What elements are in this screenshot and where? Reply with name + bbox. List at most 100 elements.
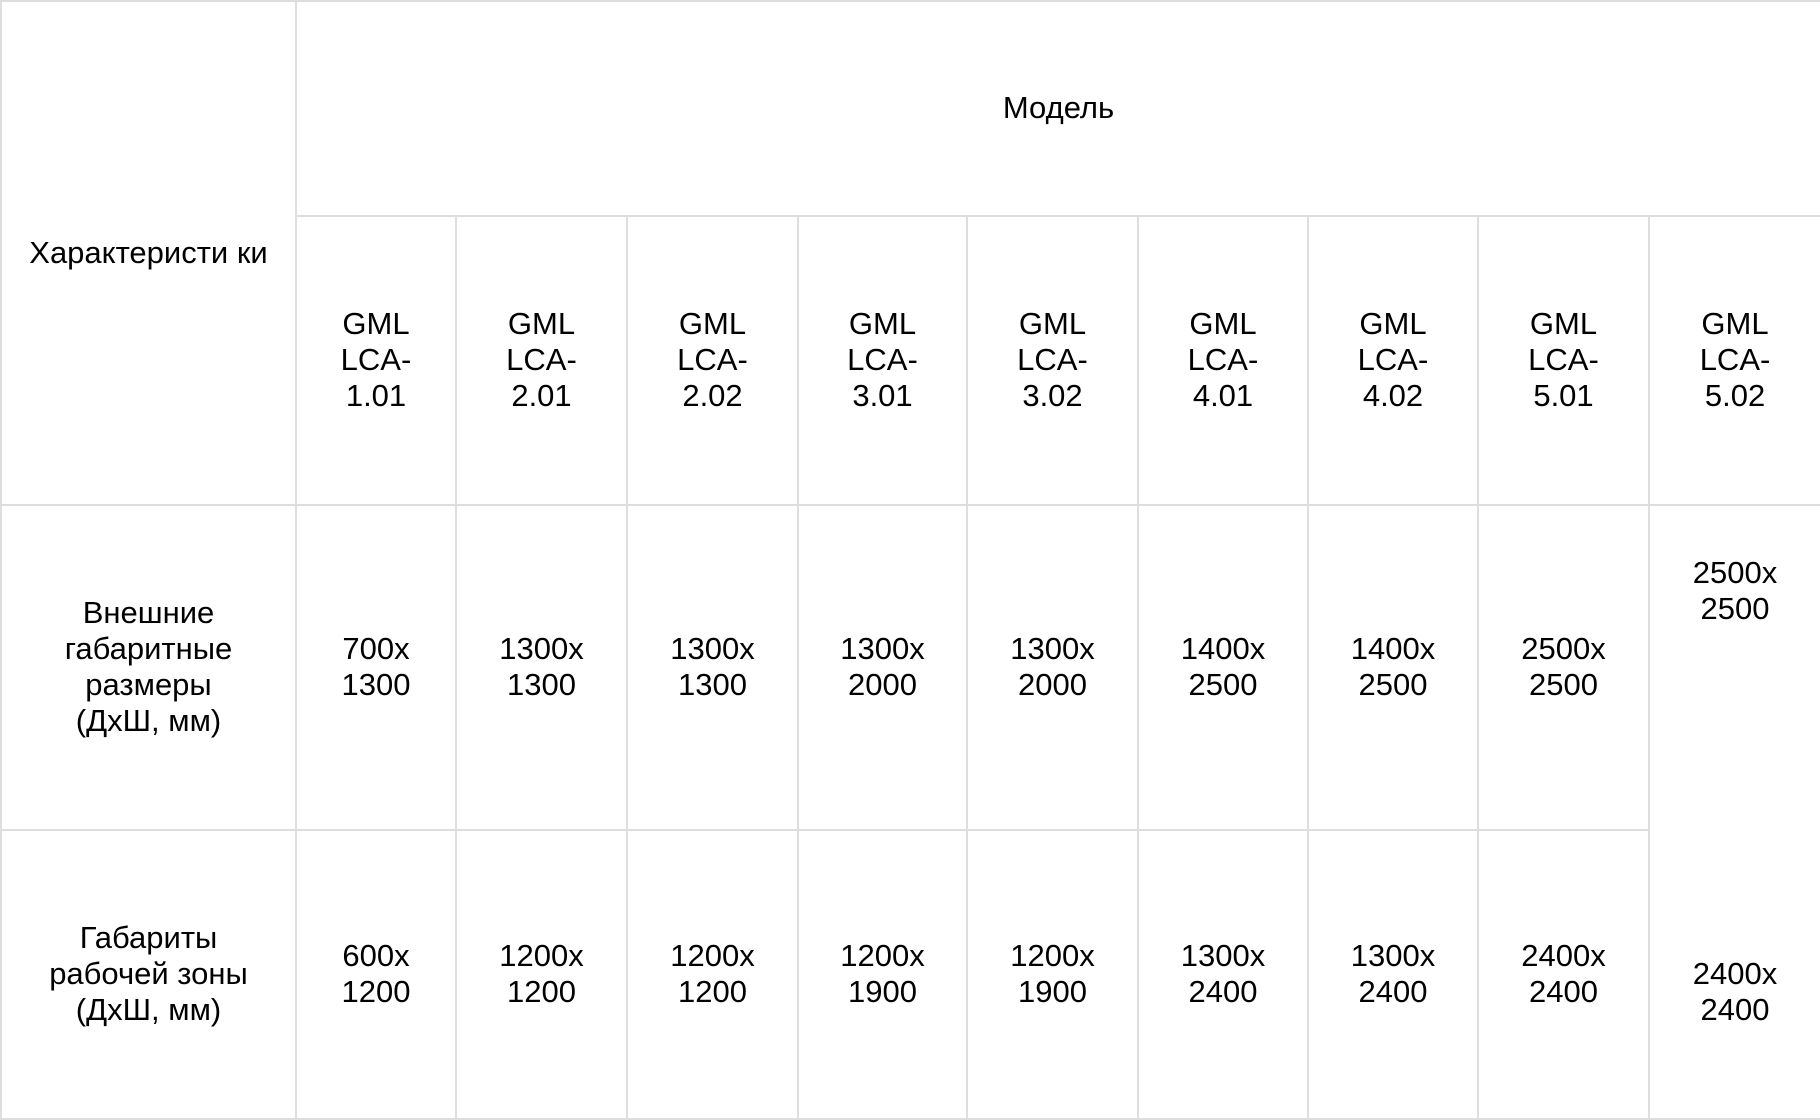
models-row: GML LCA- 1.01 GML LCA- 2.01 GML LCA- 2.02 GML LCA-… xyxy=(1,214,1820,506)
cell-text-line: 1200x xyxy=(670,938,755,974)
cell-text-line: 1300 xyxy=(678,667,747,703)
cell-text-line: GML xyxy=(1529,306,1598,342)
cell-text-line: LCA- xyxy=(1699,342,1771,378)
cell-text-line: 1300x xyxy=(1180,938,1266,974)
row-work-area-dimensions: Габариты рабочей зоны (ДхШ, мм) 600x 1200 120… xyxy=(0,828,1820,1120)
cell-text-line: 2500 xyxy=(1700,591,1770,627)
model-header-cell: GML LCA- 2.02 xyxy=(626,214,799,506)
cell-text-line: 2.01 xyxy=(511,378,572,414)
model-header-cell: GML LCA- 1.01 xyxy=(295,214,457,506)
characteristics-header: Характеристи ки xyxy=(0,0,297,506)
cell-text-line: GML xyxy=(1018,306,1087,342)
model-group-header-text: Модель xyxy=(1002,90,1115,126)
value-cell: 1400x 2500 xyxy=(1137,503,1309,831)
header-row-1: Характеристи ки Модель xyxy=(0,0,1820,506)
value-cell: 1300x 2400 xyxy=(1307,828,1479,1120)
cell-text-line: 1900 xyxy=(848,974,917,1010)
cell-text-line: 2400x xyxy=(1692,956,1778,992)
cell-text-line: 3.01 xyxy=(852,378,913,414)
value-cell: 1200x 1900 xyxy=(797,828,968,1120)
cell-text-line: GML xyxy=(342,306,410,342)
cell-text-line: GML xyxy=(1189,306,1257,342)
value-cell: 2500x 2500 xyxy=(1477,503,1650,831)
cell-text-line: (ДхШ, мм) xyxy=(75,992,222,1028)
model-header-cell: GML LCA- 3.02 xyxy=(966,214,1139,506)
model-header-cell: GML LCA- 5.02 xyxy=(1647,214,1820,506)
cell-text-line: LCA- xyxy=(677,342,748,378)
cell-text-line: 3.02 xyxy=(1022,378,1083,414)
cell-text-line: 600x xyxy=(342,938,410,974)
cell-text-line: размеры xyxy=(85,667,212,703)
cell-text-line: 1300x xyxy=(1010,631,1095,667)
value-cell: 1200x 1900 xyxy=(966,828,1139,1120)
cell-text-line: 1300x xyxy=(670,631,755,667)
cell-text-line: LCA- xyxy=(506,342,577,378)
cell-text-line: 1400x xyxy=(1180,631,1266,667)
cell-text-line: GML xyxy=(507,306,576,342)
value-cell: 1300x 2000 xyxy=(966,503,1139,831)
cell-text-line: GML xyxy=(678,306,747,342)
cell-text-line: 2400x xyxy=(1521,938,1606,974)
cell-text-line: GML xyxy=(1359,306,1427,342)
cell-text-line: (ДхШ, мм) xyxy=(75,703,222,739)
cell-text-line: LCA- xyxy=(847,342,918,378)
value-cell: 1300x 1300 xyxy=(626,503,799,831)
cell-text-line: LCA- xyxy=(1528,342,1599,378)
value-cell: 2500x 2500 2400x 2400 xyxy=(1647,503,1820,1120)
cell-text-line: 2000 xyxy=(1018,667,1087,703)
cell-text-line: 5.02 xyxy=(1704,378,1766,414)
cell-text-line: 1200 xyxy=(341,974,411,1010)
model-header-cell: GML LCA- 4.02 xyxy=(1307,214,1479,506)
row-label: Габариты рабочей зоны (ДхШ, мм) xyxy=(0,828,297,1120)
cell-text-line: LCA- xyxy=(1357,342,1429,378)
cell-text-line: 1.01 xyxy=(345,378,407,414)
cell-text-line: 1200x xyxy=(1010,938,1095,974)
cell-text-line: 4.01 xyxy=(1192,378,1254,414)
cell-text-line: 1300x xyxy=(499,631,584,667)
model-header-cell: GML LCA- 2.01 xyxy=(455,214,628,506)
model-header-cell: GML LCA- 4.01 xyxy=(1137,214,1309,506)
cell-text-line: 2500 xyxy=(1358,667,1428,703)
cell-text-line: 1900 xyxy=(1018,974,1087,1010)
cell-text-line: GML xyxy=(848,306,917,342)
cell-text-line: LCA- xyxy=(340,342,412,378)
cell-text-line: 1200 xyxy=(678,974,747,1010)
model-group-header: Модель xyxy=(294,0,1820,217)
value-cell: 600x 1200 xyxy=(295,828,457,1120)
cell-text-line: 1300x xyxy=(1350,938,1436,974)
model-header-cell: GML LCA- 3.01 xyxy=(797,214,968,506)
cell-text-line: 700x xyxy=(342,631,410,667)
cell-text-line: 1200 xyxy=(507,974,576,1010)
cell-text-line: 1300x xyxy=(840,631,925,667)
value-cell: 1200x 1200 xyxy=(626,828,799,1120)
cell-text-line: 2500 xyxy=(1529,667,1598,703)
cell-text-line: Внешние xyxy=(82,595,215,631)
cell-text-line: GML xyxy=(1701,306,1769,342)
cell-text-line: 2400 xyxy=(1700,992,1770,1028)
cell-text-line: 1200x xyxy=(840,938,925,974)
characteristics-header-text: Характеристи ки xyxy=(29,234,268,270)
model-header-cell: GML LCA- 5.01 xyxy=(1477,214,1650,506)
cell-text-line: 4.02 xyxy=(1362,378,1424,414)
cell-text-line: 1400x xyxy=(1350,631,1436,667)
value-cell: 1400x 2500 xyxy=(1307,503,1479,831)
cell-text-line: Габариты xyxy=(79,920,218,956)
cell-text-line: 2500 xyxy=(1188,667,1258,703)
value-cell: 700x 1300 xyxy=(295,503,457,831)
cell-text-line: 2400 xyxy=(1188,974,1258,1010)
cell-text-line: LCA- xyxy=(1017,342,1088,378)
row-external-dimensions: Внешние габаритные размеры (ДхШ, мм) 700x 130… xyxy=(0,503,1820,1120)
cell-text-line: 2000 xyxy=(848,667,917,703)
value-cell: 1300x 2400 xyxy=(1137,828,1309,1120)
row-label: Внешние габаритные размеры (ДхШ, мм) xyxy=(0,503,297,831)
cell-text-line: 1200x xyxy=(499,938,584,974)
value-cell: 1300x 1300 xyxy=(455,503,628,831)
value-cell: 1300x 2000 xyxy=(797,503,968,831)
cell-text-line: 1300 xyxy=(507,667,576,703)
value-cell: 2400x 2400 xyxy=(1477,828,1650,1120)
cell-text-line: 5.01 xyxy=(1533,378,1594,414)
cell-text-line: 2400 xyxy=(1529,974,1598,1010)
cell-text-line: 1300 xyxy=(341,667,411,703)
cell-text-line: рабочей зоны xyxy=(49,956,248,992)
